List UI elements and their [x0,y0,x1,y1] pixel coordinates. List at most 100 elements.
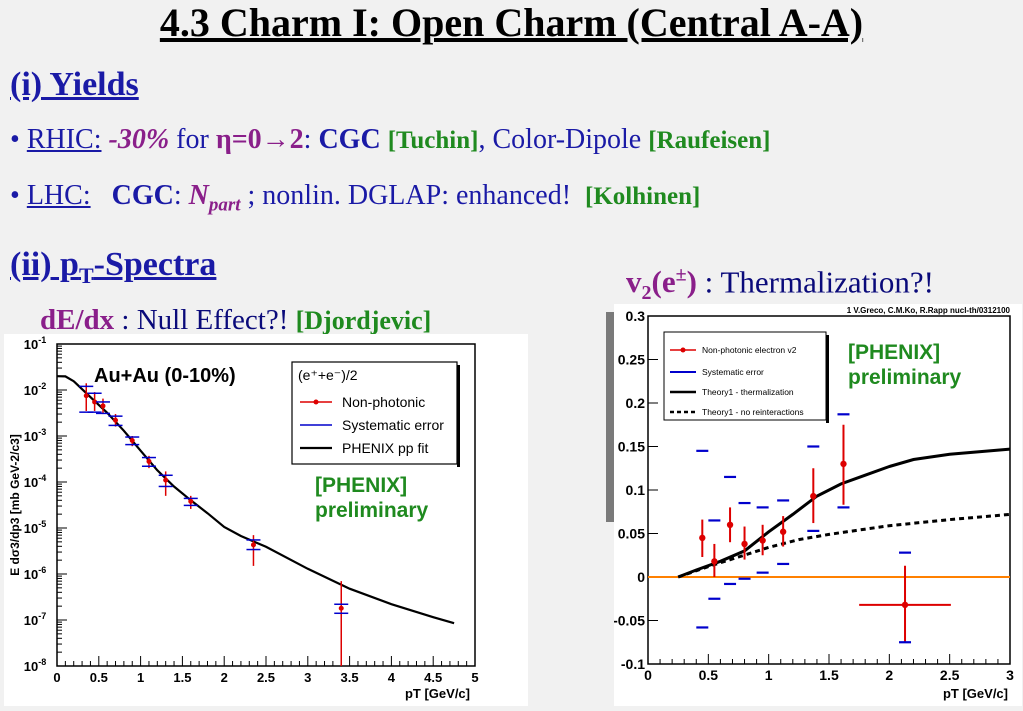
data-point [810,492,817,500]
rhic-label: RHIC: [26,124,102,155]
data-point [146,458,152,464]
x-tick-label: 1.5 [819,667,839,683]
y-tick-label: -0.05 [614,613,645,629]
lhc-label: LHC: [26,180,91,211]
legend-label: Non-photonic electron v2 [702,345,797,355]
phenix-annotation: [PHENIX] [315,474,407,497]
bullet: • [10,180,27,211]
y-tick-label: 0.1 [626,482,646,498]
rhic-color-dipole: , Color-Dipole [478,124,642,155]
y-tick-label: 0 [637,569,645,585]
x-tick-label: 3.5 [341,670,359,685]
spectra-chart-panel: 0 0.5 1 1.5 2 2.5 3 3.5 4 4.5 5 10-1 10-2 10-3 10-4 10-… [4,334,528,706]
data-point [726,521,734,528]
section-yields: (i) Yields [10,66,139,103]
section-pt-spectra: (ii) pT-Spectra [10,246,217,288]
legend-label: Theory1 - no reinteractions [702,407,804,417]
rhic-colon: : [303,124,312,155]
dedx-text: : Null Effect?! [114,304,289,336]
thermalization-curve [677,447,1011,579]
v2-label: v2(e±) [626,264,697,305]
lhc-cgc: CGC [111,180,174,211]
ref-djordjevic: [Djordjevic] [295,306,432,335]
rhic-suppression: -30% [108,124,170,155]
x-tick-label: 2.5 [257,670,275,685]
data-point [338,605,344,611]
rhic-eta: η=0→2 [215,124,304,155]
legend-box [663,331,827,421]
data-point [759,537,766,544]
no-reinteraction-curve [677,512,1011,579]
dedx-label: dE/dx [40,304,115,336]
y-axis-label: E dσ3/dp3 [mb GeV-2/c3] [8,434,22,576]
dedx-line: dE/dx : Null Effect?! [Djordjevic] [40,304,431,337]
y-tick-label: 0.2 [626,395,646,411]
ref-tuchin: [Tuchin] [387,127,479,154]
v2-chart-panel: 1 V.Greco, C.M.Ko, R.Rapp nucl-th/031210… [613,304,1022,706]
legend-marker-electron [680,347,686,353]
legend-label: Systematic error [342,417,444,433]
v2-text: : Thermalization?! [696,264,934,300]
legend-label: Systematic error [702,367,764,377]
x-tick-label: 1 [765,667,773,683]
x-tick-label: 0 [644,667,652,683]
x-tick-label: 1 [137,670,144,685]
spectra-chart: 0 0.5 1 1.5 2 2.5 3 3.5 4 4.5 5 10-1 10-2 10-3 10-4 10-… [8,335,479,701]
y-tick-label: 10-4 [24,473,46,490]
bullet: • [10,124,27,155]
v2-chart: 1 V.Greco, C.M.Ko, R.Rapp nucl-th/031210… [613,306,1014,701]
x-tick-label: 5 [471,670,478,685]
x-tick-label: 4.5 [424,670,442,685]
x-tick-label: 3 [1006,667,1014,683]
data-point [129,437,135,443]
y-tick-label: 10-5 [24,519,46,536]
data-point [83,393,89,399]
data-point [188,498,194,504]
legend-header: (e⁺+e⁻)/2 [298,367,358,383]
x-tick-label: 0.5 [699,667,719,683]
y-tick-label: 10-3 [24,427,46,444]
ref-kolhinen: [Kolhinen] [585,183,701,210]
lhc-npart: Npart [188,180,241,216]
y-tick-label: 10-1 [24,335,46,352]
phenix-annotation: [PHENIX] [848,341,940,364]
y-tick-label: -0.1 [621,656,645,672]
legend-shadow [826,335,829,423]
rhic-for: for [176,124,209,155]
x-tick-label: 2 [221,670,228,685]
data-point [699,534,706,542]
rhic-line: • RHIC: -30% for η=0→2: CGC [Tuchin], Co… [10,124,770,156]
x-axis-label: pT [GeV/c] [943,686,1008,701]
data-point [711,558,718,565]
y-tick-label: 10-2 [24,381,46,398]
legend-shadow [457,365,460,467]
data-point [163,477,169,483]
chart-title: Au+Au (0-10%) [94,365,236,387]
rhic-cgc: CGC [318,124,381,155]
x-tick-label: 0 [53,670,60,685]
data-point [250,542,256,548]
x-tick-label: 2 [885,667,893,683]
x-tick-label: 2.5 [940,667,960,683]
x-tick-label: 1.5 [173,670,191,685]
y-tick-label: 0.25 [618,352,645,368]
data-point [840,460,847,468]
y-tick-label: 10-7 [24,611,46,628]
y-tick-label: 0.05 [618,526,645,542]
legend-marker-nonphotonic [313,399,319,405]
legend-label: PHENIX pp fit [342,440,428,456]
x-tick-label: 3 [304,670,311,685]
x-axis-label: pT [GeV/c] [405,686,470,701]
source-note: 1 V.Greco, C.M.Ko, R.Rapp nucl-th/031210… [847,306,1011,315]
v2-line: v2(e±) : Thermalization?! [626,264,934,306]
data-point [113,417,119,423]
data-point [779,528,787,535]
y-tick-label: 0.3 [626,308,646,324]
x-tick-label: 0.5 [90,670,108,685]
data-point [92,399,98,405]
preliminary-annotation: preliminary [315,499,429,522]
preliminary-annotation: preliminary [848,366,962,389]
page-title: 4.3 Charm I: Open Charm (Central A-A) [159,0,864,45]
data-point [741,540,748,548]
x-tick-label: 4 [388,670,396,685]
